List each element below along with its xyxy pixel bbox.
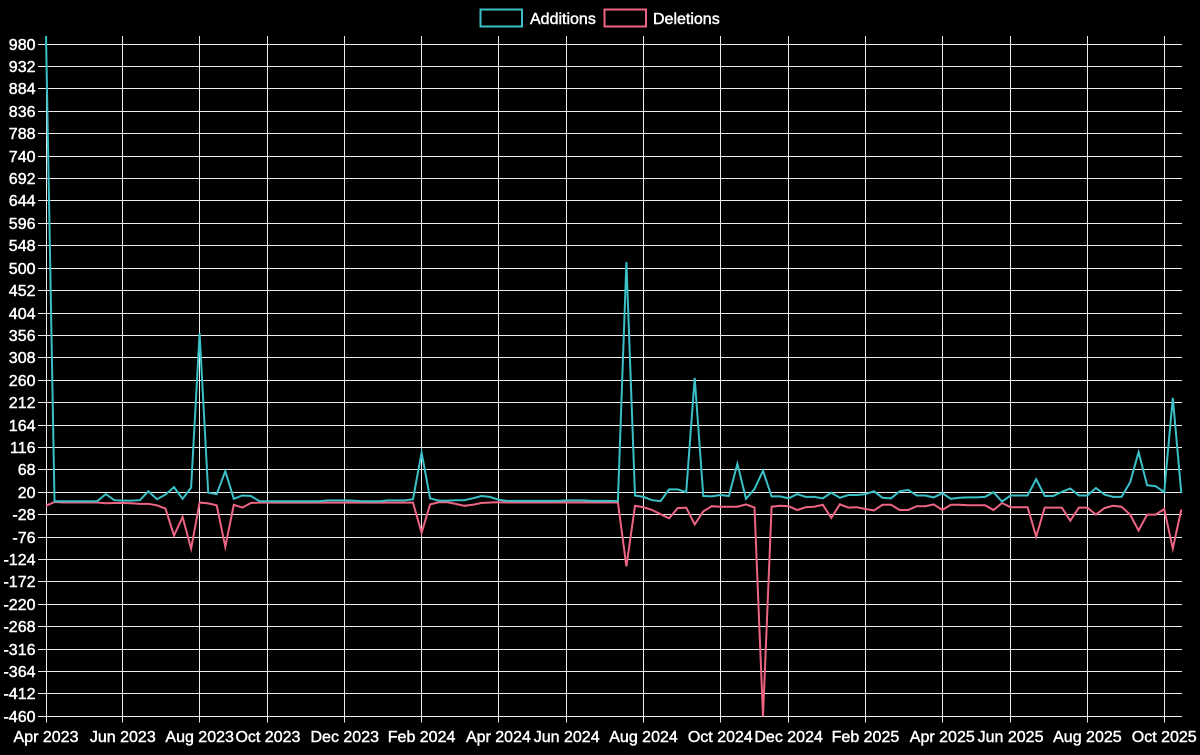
svg-text:500: 500 <box>9 261 36 278</box>
svg-text:Apr 2025: Apr 2025 <box>910 729 975 746</box>
svg-text:Dec 2024: Dec 2024 <box>754 729 823 746</box>
svg-text:Deletions: Deletions <box>653 11 720 28</box>
svg-text:884: 884 <box>9 81 36 98</box>
svg-text:Aug 2023: Aug 2023 <box>165 729 234 746</box>
svg-text:Dec 2023: Dec 2023 <box>311 729 380 746</box>
svg-text:Aug 2024: Aug 2024 <box>609 729 678 746</box>
svg-text:692: 692 <box>9 171 36 188</box>
svg-text:-412: -412 <box>3 686 35 703</box>
svg-text:-76: -76 <box>12 530 35 547</box>
svg-text:Additions: Additions <box>530 11 596 28</box>
svg-text:164: 164 <box>9 418 36 435</box>
svg-text:740: 740 <box>9 149 36 166</box>
svg-text:116: 116 <box>10 440 36 457</box>
svg-text:308: 308 <box>9 350 36 367</box>
svg-text:Apr 2024: Apr 2024 <box>466 729 531 746</box>
svg-text:212: 212 <box>9 395 36 412</box>
svg-text:-28: -28 <box>12 507 35 524</box>
svg-text:644: 644 <box>9 193 36 210</box>
svg-text:-316: -316 <box>3 642 35 659</box>
svg-text:548: 548 <box>9 238 36 255</box>
svg-text:356: 356 <box>9 328 36 345</box>
svg-text:Oct 2024: Oct 2024 <box>688 729 753 746</box>
svg-text:Jun 2025: Jun 2025 <box>978 729 1044 746</box>
svg-text:-364: -364 <box>3 664 35 681</box>
svg-text:Jun 2023: Jun 2023 <box>90 729 156 746</box>
svg-text:68: 68 <box>18 462 36 479</box>
svg-text:932: 932 <box>9 59 36 76</box>
svg-text:Aug 2025: Aug 2025 <box>1053 729 1122 746</box>
svg-text:Feb 2025: Feb 2025 <box>832 729 900 746</box>
svg-text:452: 452 <box>9 283 36 300</box>
svg-text:Oct 2025: Oct 2025 <box>1132 729 1197 746</box>
svg-text:596: 596 <box>9 216 36 233</box>
svg-text:Oct 2023: Oct 2023 <box>235 729 300 746</box>
svg-text:260: 260 <box>9 373 36 390</box>
svg-text:-460: -460 <box>3 709 35 726</box>
svg-text:-124: -124 <box>3 552 35 569</box>
svg-text:-268: -268 <box>3 619 35 636</box>
svg-text:Feb 2024: Feb 2024 <box>388 729 456 746</box>
svg-text:-172: -172 <box>3 574 35 591</box>
svg-text:788: 788 <box>9 126 36 143</box>
svg-text:404: 404 <box>9 306 36 323</box>
svg-text:-220: -220 <box>3 597 35 614</box>
svg-text:Jun 2024: Jun 2024 <box>534 729 600 746</box>
svg-text:20: 20 <box>18 485 36 502</box>
svg-text:836: 836 <box>9 104 36 121</box>
svg-text:980: 980 <box>9 37 36 54</box>
svg-text:Apr 2023: Apr 2023 <box>14 729 79 746</box>
